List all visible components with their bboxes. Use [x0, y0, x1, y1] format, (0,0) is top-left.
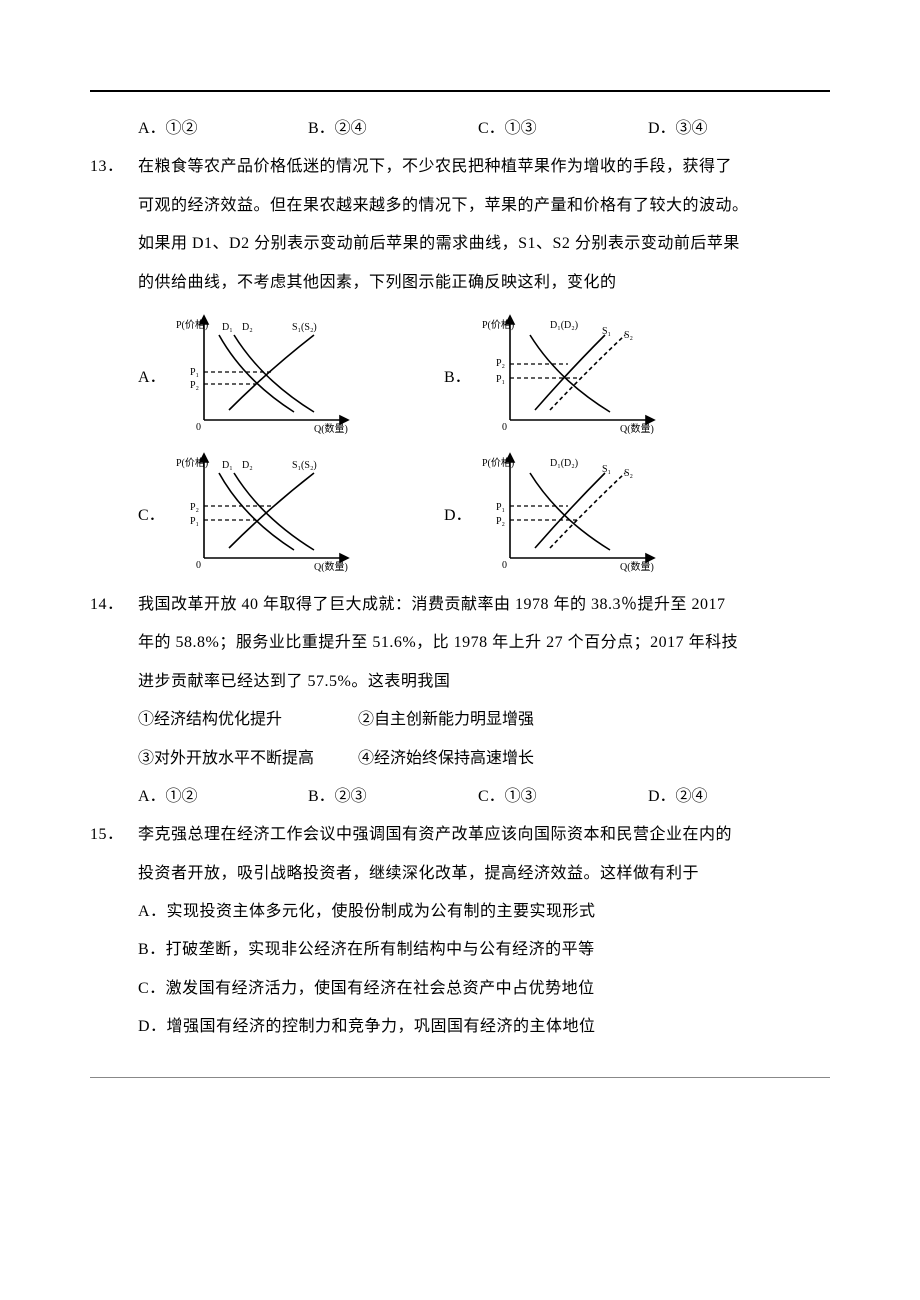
svg-text:S₁: S₁: [602, 464, 611, 475]
q14-line2: 年的 58.8%；服务业比重提升至 51.6%，比 1978 年上升 27 个百…: [138, 624, 830, 662]
svg-text:Q(数量): Q(数量): [314, 560, 348, 573]
svg-text:0: 0: [196, 560, 201, 571]
svg-text:D₁(D₂): D₁(D₂): [550, 320, 578, 331]
q13-chart-a: P(价格) D₁ D₂ S₁(S₂) P₁ P₂ 0 Q(数量): [174, 310, 364, 440]
svg-text:D₂: D₂: [242, 460, 253, 471]
svg-text:0: 0: [502, 422, 507, 433]
q15-opt-a: A．实现投资主体多元化，使股份制成为公有制的主要实现形式: [138, 893, 830, 931]
exam-page: A．①② B．②④ C．①③ D．③④ 13．在粮食等农产品价格低迷的情况下，不…: [0, 0, 920, 1138]
q14-statements-1: ①经济结构优化提升 ②自主创新能力明显增强: [138, 701, 830, 739]
q15-line2: 投资者开放，吸引战略投资者，继续深化改革，提高经济效益。这样做有利于: [138, 855, 830, 893]
q15-opt-d: D．增强国有经济的控制力和竞争力，巩固国有经济的主体地位: [138, 1008, 830, 1046]
q13-line1: 13．在粮食等农产品价格低迷的情况下，不少农民把种植苹果作为增收的手段，获得了: [90, 148, 830, 186]
q14-statements-2: ③对外开放水平不断提高 ④经济始终保持高速增长: [138, 740, 830, 778]
svg-text:P₂: P₂: [190, 380, 199, 391]
svg-text:P(价格): P(价格): [482, 456, 514, 469]
q15-opt-c: C．激发国有经济活力，使国有经济在社会总资产中占优势地位: [138, 970, 830, 1008]
svg-text:P₁: P₁: [190, 367, 199, 378]
svg-text:S₁(S₂): S₁(S₂): [292, 322, 317, 333]
q12-opt-b: B．②④: [308, 110, 478, 148]
bottom-rule: [90, 1077, 830, 1078]
svg-text:Q(数量): Q(数量): [620, 422, 654, 435]
q13-label-b: B．: [444, 363, 480, 387]
q12-opt-d: D．③④: [648, 110, 818, 148]
q15-text1: 李克强总理在经济工作会议中强调国有资产改革应该向国际资本和民营企业在内的: [138, 826, 732, 843]
q14-line3: 进步贡献率已经达到了 57.5%。这表明我国: [138, 663, 830, 701]
q14-opt-b: B．②③: [308, 778, 478, 816]
svg-text:P₁: P₁: [496, 502, 505, 513]
q13-line2: 可观的经济效益。但在果农越来越多的情况下，苹果的产量和价格有了较大的波动。: [138, 187, 830, 225]
q14-opt-c: C．①③: [478, 778, 648, 816]
q13-chart-row-1: A． P(价格) D₁ D₂ S₁(S₂) P: [138, 310, 830, 440]
svg-text:P₂: P₂: [496, 516, 505, 527]
axis-p-label: P(价格): [176, 318, 208, 331]
q13-label-d: D．: [444, 501, 480, 525]
q13-text1: 在粮食等农产品价格低迷的情况下，不少农民把种植苹果作为增收的手段，获得了: [138, 158, 732, 175]
svg-text:0: 0: [502, 560, 507, 571]
q14-options: A．①② B．②③ C．①③ D．②④: [138, 778, 830, 816]
q13-chart-c: P(价格) D₁ D₂ S₁(S₂) P₂ P₁ 0 Q(数量): [174, 448, 364, 578]
q15-number: 15．: [90, 816, 138, 854]
svg-text:P₂: P₂: [190, 502, 199, 513]
svg-text:P(价格): P(价格): [482, 318, 514, 331]
q13-line3: 如果用 D1、D2 分别表示变动前后苹果的需求曲线，S1、S2 分别表示变动前后…: [138, 225, 830, 263]
svg-text:P₁: P₁: [496, 374, 505, 385]
svg-text:S₁: S₁: [602, 326, 611, 337]
q14-number: 14．: [90, 586, 138, 624]
q15-opt-b: B．打破垄断，实现非公经济在所有制结构中与公有经济的平等: [138, 931, 830, 969]
q14-s1: ①经济结构优化提升: [138, 701, 358, 739]
top-rule: [90, 90, 830, 92]
q13-line4: 的供给曲线，不考虑其他因素，下列图示能正确反映这利，变化的: [138, 264, 830, 302]
svg-text:D₁: D₁: [222, 460, 233, 471]
q14-opt-d: D．②④: [648, 778, 818, 816]
q13-chart-row-2: C． P(价格) D₁ D₂ S₁(S₂) P₂ P₁: [138, 448, 830, 578]
q14-s2: ②自主创新能力明显增强: [358, 701, 578, 739]
q12-opt-c: C．①③: [478, 110, 648, 148]
q15-line1: 15．李克强总理在经济工作会议中强调国有资产改革应该向国际资本和民营企业在内的: [90, 816, 830, 854]
svg-text:S₂: S₂: [624, 330, 633, 341]
svg-text:0: 0: [196, 422, 201, 433]
q13-label-a: A．: [138, 363, 174, 387]
svg-text:S₁(S₂): S₁(S₂): [292, 460, 317, 471]
q14-opt-a: A．①②: [138, 778, 308, 816]
q13-label-c: C．: [138, 501, 174, 525]
svg-text:P₂: P₂: [496, 358, 505, 369]
q14-s3: ③对外开放水平不断提高: [138, 740, 358, 778]
svg-text:P(价格): P(价格): [176, 456, 208, 469]
svg-text:S₂: S₂: [624, 468, 633, 479]
svg-text:Q(数量): Q(数量): [314, 422, 348, 435]
q12-options: A．①② B．②④ C．①③ D．③④: [138, 110, 830, 148]
svg-text:P₁: P₁: [190, 516, 199, 527]
svg-text:D₂: D₂: [242, 322, 253, 333]
q13-chart-d: P(价格) D₁(D₂) S₁ S₂ P₁ P₂ 0 Q(数量): [480, 448, 670, 578]
svg-text:D₁: D₁: [222, 322, 233, 333]
svg-text:D₁(D₂): D₁(D₂): [550, 458, 578, 469]
q13-chart-b: P(价格) D₁(D₂) S₁ S₂ P₂ P₁ 0 Q(数量): [480, 310, 670, 440]
svg-text:Q(数量): Q(数量): [620, 560, 654, 573]
q14-line1: 14．我国改革开放 40 年取得了巨大成就：消费贡献率由 1978 年的 38.…: [90, 586, 830, 624]
q12-opt-a: A．①②: [138, 110, 308, 148]
q13-number: 13．: [90, 148, 138, 186]
q14-text1: 我国改革开放 40 年取得了巨大成就：消费贡献率由 1978 年的 38.3％提…: [138, 596, 726, 613]
q14-s4: ④经济始终保持高速增长: [358, 740, 578, 778]
